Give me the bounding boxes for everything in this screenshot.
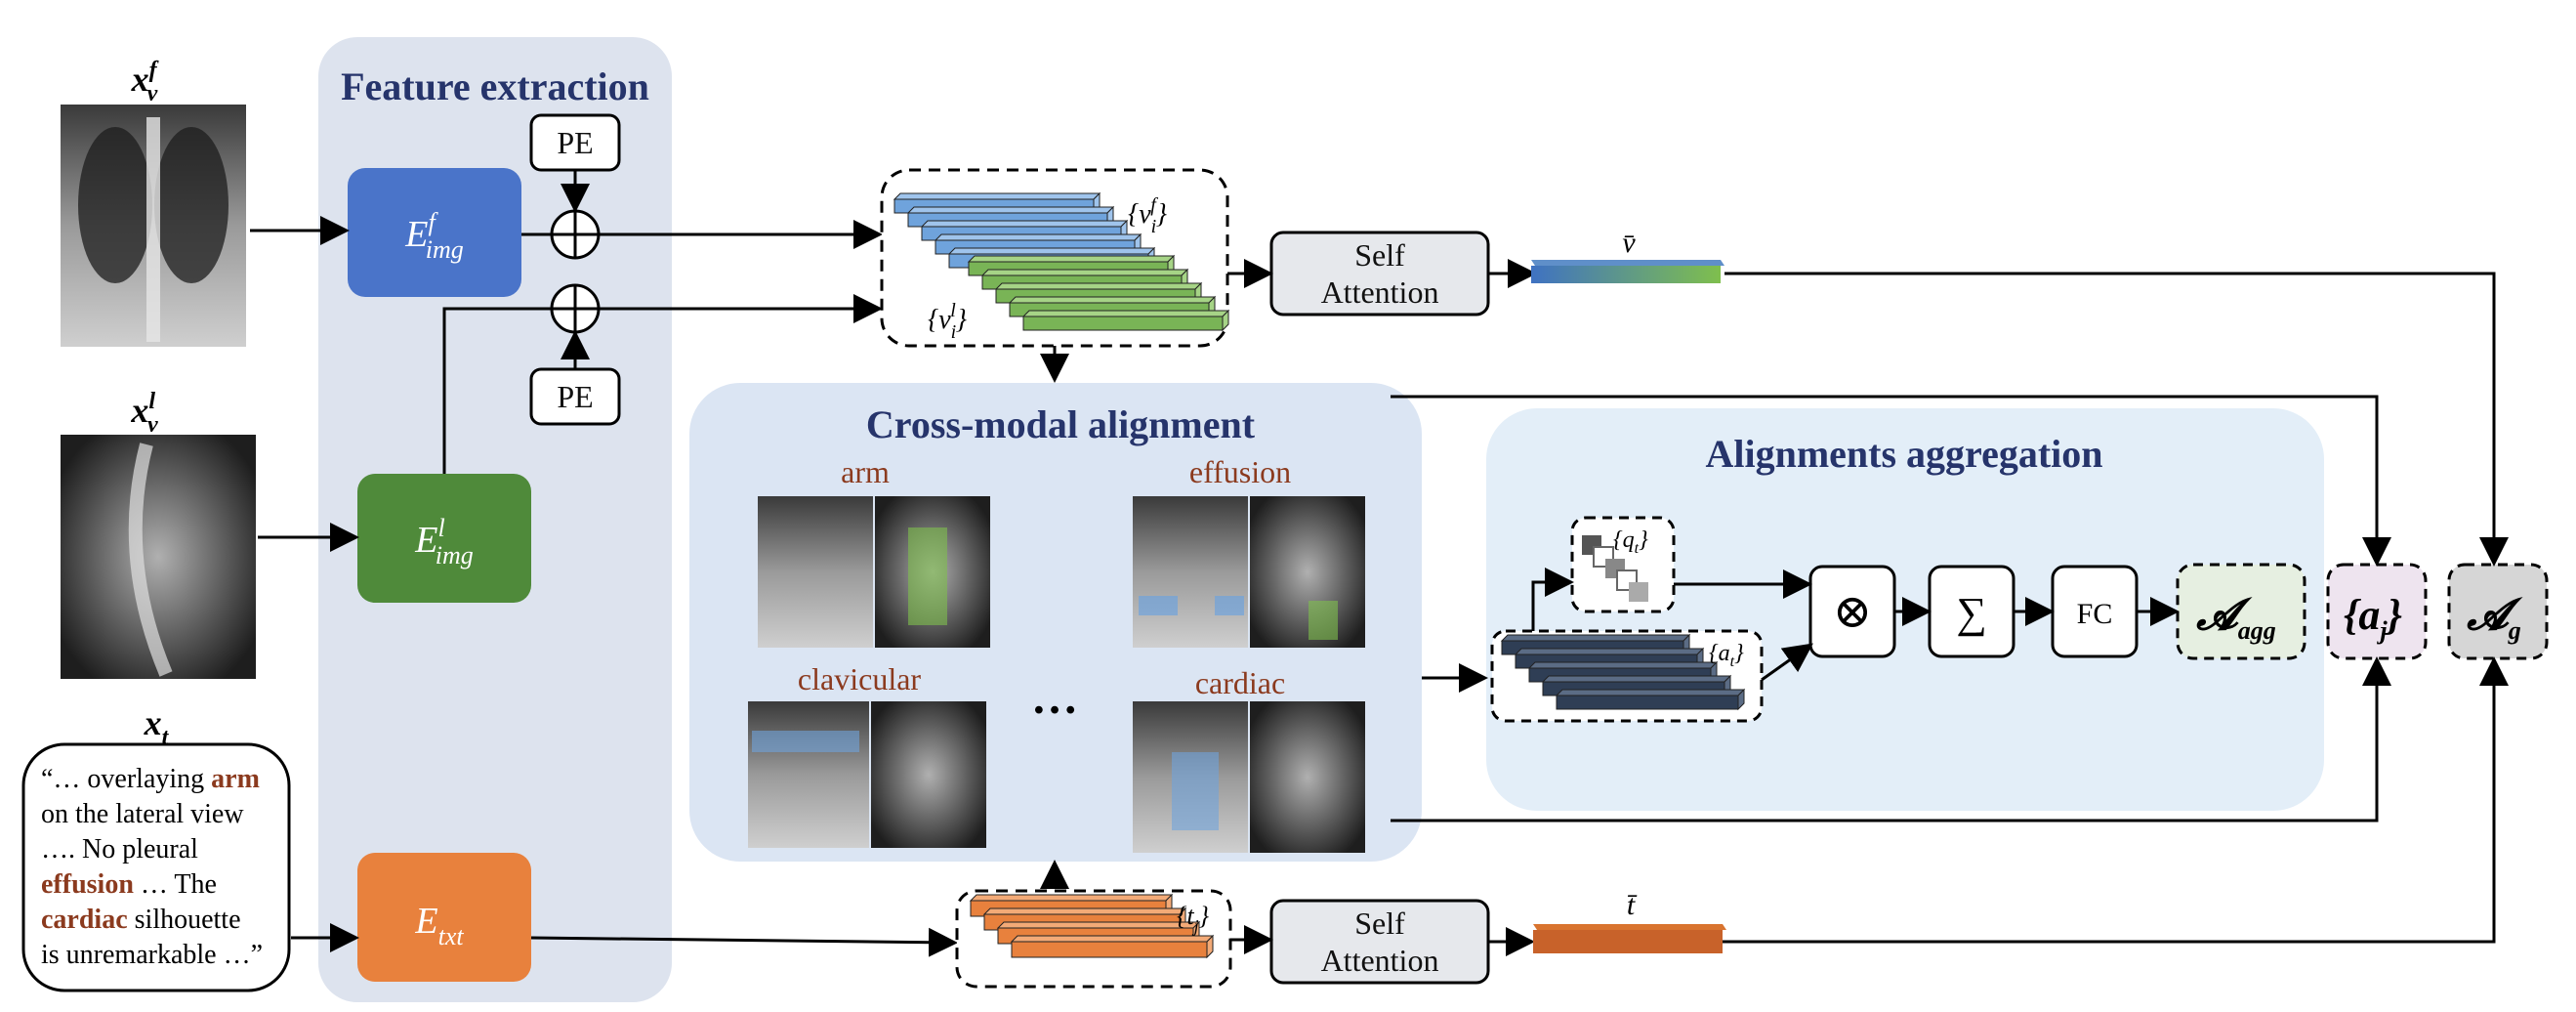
otimes-symbol: ⊗ [1833,586,1872,638]
xray-pair-arm [758,496,990,648]
t-bar-token [1533,924,1726,953]
report-line-1: “… overlaying arm [41,764,260,794]
v-bar-token [1531,260,1724,283]
q-token-label: {qt} [1613,527,1648,557]
frontal-xray-image [61,105,246,347]
report-line-5: cardiac silhouette [41,905,241,935]
lateral-input-label: xl v [130,389,158,438]
lateral-token-stack [967,254,1230,332]
frontal-input-label: xf v [131,58,159,106]
cross-modal-title: Cross-modal alignment [866,402,1256,446]
text-input-label: xt [144,703,170,750]
cross-label-cardiac: cardiac [1195,665,1285,700]
self-attention-top-line1: Self [1354,237,1405,273]
lateral-token-label: {vil} [928,300,967,343]
frontal-image-encoder [348,168,521,297]
cross-label-effusion: effusion [1189,454,1291,489]
self-attention-bottom-line1: Self [1354,906,1405,941]
lateral-image-encoder [357,474,531,603]
self-attention-top-line2: Attention [1321,274,1439,310]
add-node-top [550,209,601,260]
sum-symbol: ∑ [1956,589,1986,637]
lateral-xray-image [61,435,256,679]
report-text-box [21,742,291,992]
q-token-stack [1582,535,1648,602]
cross-label-arm: arm [841,454,890,489]
text-token-label: {tj} [1177,902,1210,936]
a-j-label: {aj} [2344,591,2402,645]
text-token [1010,934,1215,959]
aggregation-title: Alignments aggregation [1705,432,2102,476]
t-bar-label: t̄ [1627,889,1638,921]
frontal-encoder-label: Ef img [404,208,463,264]
xray-pair-cardiac [1133,701,1365,853]
connector-arrows-left [250,170,958,957]
a-token-stack [1500,633,1746,711]
text-encoder [357,853,531,982]
a-token-label: {at} [1709,641,1744,670]
text-token-stack [969,893,1215,959]
v-bar-label: v̄ [1622,227,1636,259]
add-node-bottom [550,283,601,334]
aggregation-arrows [1531,568,2180,682]
output-arrows [1391,272,2509,944]
report-line-6: is unremarkable …” [41,940,263,970]
report-line-4: effusion … The [41,869,217,900]
report-line-3: …. No pleural [41,834,198,864]
self-attention-bottom-line2: Attention [1321,943,1439,978]
fc-label: FC [2077,598,2113,630]
frontal-token-label: {vif} [1128,194,1167,237]
report-text: “… overlaying arm on the lateral view ….… [41,764,263,970]
pe-bottom-label: PE [557,379,593,414]
cross-ellipsis: … [1031,672,1078,724]
cross-label-clavicular: clavicular [798,661,921,696]
feature-extraction-title: Feature extraction [341,64,649,108]
pe-top-label: PE [557,125,593,160]
text-encoder-label: Etxt [414,901,464,950]
xray-pair-effusion [1133,496,1365,648]
lateral-token [1021,309,1230,332]
xray-pair-clavicular [748,701,986,848]
a-token [1555,688,1746,711]
lateral-encoder-label: El img [414,514,473,569]
report-line-2: on the lateral view [41,799,244,829]
